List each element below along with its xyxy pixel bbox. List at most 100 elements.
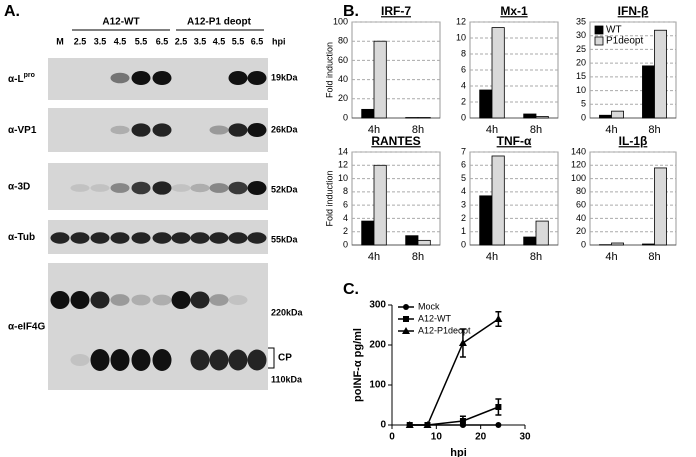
x-tick-label: 8h xyxy=(412,251,424,263)
y-tick-label: 60 xyxy=(338,55,348,65)
plot-area xyxy=(351,21,441,119)
bar xyxy=(642,243,655,246)
legend-swatch xyxy=(594,25,604,35)
y-tick-label: 4 xyxy=(461,80,466,90)
lane-label: 3.5 xyxy=(94,36,107,46)
y-tick-label: 60 xyxy=(576,200,586,210)
band xyxy=(247,232,267,244)
y-tick-label: 5 xyxy=(581,99,586,109)
y-tick-label: 6 xyxy=(461,160,466,170)
y-tick-label: 10 xyxy=(456,32,466,42)
bracket-label: CP xyxy=(278,353,292,364)
y-axis-label: Fold induction xyxy=(324,170,334,226)
bar xyxy=(417,239,431,246)
band xyxy=(171,232,191,244)
band xyxy=(131,232,151,244)
lane-label: 3.5 xyxy=(194,36,207,46)
legend-label: A12-P1deopt xyxy=(418,325,471,335)
marker xyxy=(405,421,414,428)
legend-swatch xyxy=(594,36,604,46)
band xyxy=(131,123,151,137)
y-tick-label: 12 xyxy=(456,16,466,26)
chart-title: Mx-1 xyxy=(500,4,528,18)
band xyxy=(70,184,90,192)
y-tick-label: 12 xyxy=(338,160,348,170)
band xyxy=(131,349,151,371)
size-label: 52kDa xyxy=(271,184,299,194)
legend-marker xyxy=(403,316,409,322)
band xyxy=(152,294,172,306)
band xyxy=(228,181,248,195)
chart-title: IL-1β xyxy=(619,134,648,148)
y-tick-label: 80 xyxy=(338,36,348,46)
band xyxy=(152,232,172,244)
y-tick-label: 2 xyxy=(461,213,466,223)
band xyxy=(152,71,172,85)
y-tick-label: 0 xyxy=(581,112,586,122)
time-unit: hpi xyxy=(272,36,286,46)
bar xyxy=(373,40,387,119)
bar xyxy=(405,235,419,246)
blot-label-text: α-L xyxy=(8,74,24,85)
legend-label: A12-WT xyxy=(418,313,452,323)
blot-label-text: α-VP1 xyxy=(8,125,37,136)
x-tick-label: 4h xyxy=(486,124,498,136)
blot-label: α-eIF4G xyxy=(8,321,45,332)
size-label: 110kDa xyxy=(271,374,303,384)
line xyxy=(409,318,499,426)
legend-marker xyxy=(403,304,409,310)
band xyxy=(110,349,130,371)
y-tick-label: 100 xyxy=(571,173,586,183)
bar xyxy=(479,195,493,246)
band xyxy=(131,71,151,85)
blot-label-text: α-3D xyxy=(8,181,30,192)
bar xyxy=(654,167,667,246)
x-tick-label: 4h xyxy=(605,124,617,136)
band xyxy=(70,291,90,309)
y-tick-label: 200 xyxy=(369,340,386,351)
marker xyxy=(495,404,502,410)
marker xyxy=(459,418,466,424)
y-tick-label: 120 xyxy=(571,160,586,170)
marker xyxy=(495,422,502,428)
y-tick-label: 0 xyxy=(461,239,466,249)
x-tick-label: 8h xyxy=(530,124,542,136)
y-tick-label: 20 xyxy=(576,226,586,236)
legend-label: P1deopt xyxy=(606,36,643,47)
bar xyxy=(491,155,505,246)
band xyxy=(70,232,90,244)
y-tick-label: 2 xyxy=(461,96,466,106)
y-tick-label: 40 xyxy=(576,213,586,223)
y-tick-label: 4 xyxy=(343,213,348,223)
bar xyxy=(479,89,493,119)
y-tick-label: 6 xyxy=(461,64,466,74)
x-tick-label: 8h xyxy=(648,124,660,136)
y-tick-label: 8 xyxy=(343,186,348,196)
band xyxy=(90,232,110,244)
bar xyxy=(535,220,549,246)
y-tick-label: 100 xyxy=(369,380,386,391)
y-tick-label: 25 xyxy=(576,44,586,54)
y-tick-label: 80 xyxy=(576,186,586,196)
y-tick-label: 5 xyxy=(461,173,466,183)
band xyxy=(190,291,210,309)
y-tick-label: 30 xyxy=(576,30,586,40)
size-label: 55kDa xyxy=(271,234,299,244)
y-tick-label: 4 xyxy=(461,186,466,196)
y-axis-label: poINF-α pg/ml xyxy=(352,328,364,402)
band xyxy=(152,123,172,137)
y-tick-label: 0 xyxy=(343,239,348,249)
band xyxy=(110,125,130,135)
band xyxy=(209,349,229,371)
panel-label: B. xyxy=(343,3,359,20)
panel-label: A. xyxy=(4,3,20,20)
size-label: 220kDa xyxy=(271,307,304,317)
bar xyxy=(373,164,387,246)
band xyxy=(70,353,90,367)
y-tick-label: 0 xyxy=(343,112,348,122)
y-tick-label: 1 xyxy=(461,226,466,236)
chart-title: RANTES xyxy=(371,134,420,148)
blot-label: α-Tub xyxy=(8,232,35,243)
chart-title: IFN-β xyxy=(618,4,649,18)
